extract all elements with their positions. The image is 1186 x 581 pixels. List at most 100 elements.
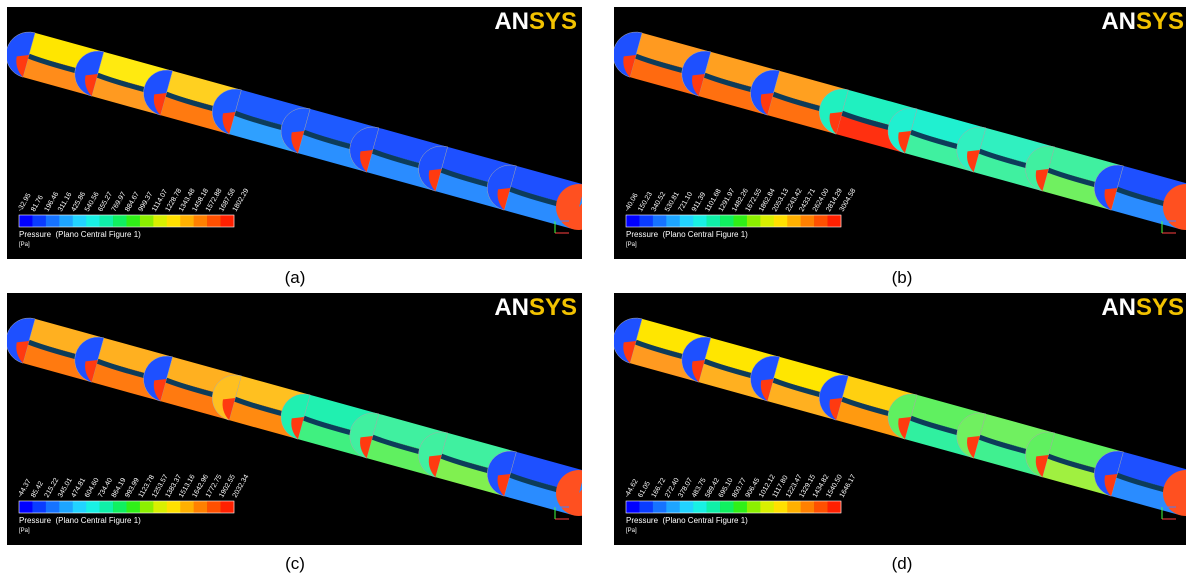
section-bottom: [898, 417, 911, 440]
section-top: [956, 412, 987, 459]
section-top: [418, 145, 448, 192]
legend-swatch: [706, 215, 721, 227]
legend-swatch: [59, 501, 74, 513]
legend-swatch: [746, 215, 761, 227]
section-top: [819, 88, 849, 135]
legend-unit: [Pa]: [626, 242, 637, 248]
legend-frame: [18, 500, 235, 514]
legend-swatch: [639, 501, 654, 513]
section-top: [487, 164, 517, 211]
panel: ANSYS -40.06 150.23 340.52 530.81 721.10 911.3…: [612, 7, 1186, 259]
legend-title: Pressure (Plano Central Figure 1): [626, 516, 748, 525]
section-top: [487, 450, 517, 497]
section-top: [1094, 450, 1124, 497]
section-top: [74, 336, 105, 383]
legend-swatch: [787, 501, 801, 513]
section-bottom: [692, 74, 705, 97]
legend-swatch: [814, 501, 828, 513]
section-bottom: [760, 93, 774, 116]
section-top: [143, 355, 173, 402]
legend-swatch: [773, 215, 788, 227]
legend-swatch: [720, 215, 734, 227]
section-top: [750, 69, 780, 116]
caption: (a): [284, 268, 306, 287]
legend-swatch: [760, 501, 775, 513]
legend-swatch: [652, 501, 667, 513]
legend-swatch: [733, 501, 748, 513]
legend-unit: [Pa]: [626, 528, 637, 534]
legend-swatch: [207, 215, 221, 227]
legend-swatch: [652, 215, 667, 227]
legend-swatch: [59, 215, 74, 227]
section-top: [143, 69, 173, 116]
caption: (b): [891, 268, 913, 287]
legend-label: 81.76: [30, 194, 45, 213]
legend-swatch: [139, 501, 154, 513]
legend-swatch: [773, 501, 788, 513]
section-top: [887, 107, 918, 154]
legend-swatch: [706, 501, 721, 513]
section-bottom: [760, 379, 774, 402]
section-top: [280, 393, 311, 440]
legend-swatch: [220, 501, 235, 513]
section-bottom: [360, 150, 373, 173]
legend-swatch: [679, 501, 694, 513]
legend-swatch: [126, 501, 141, 513]
section-top: [1025, 145, 1055, 192]
section-top: [887, 393, 918, 440]
legend-swatch: [787, 215, 801, 227]
legend-swatch: [45, 501, 60, 513]
legend-swatch: [207, 501, 221, 513]
legend-swatch: [800, 501, 815, 513]
legend-title: Pressure (Plano Central Figure 1): [19, 516, 141, 525]
panel: ANSYS -32.95 81.76 196.46 311.16 425.86 540.56…: [5, 7, 602, 259]
legend-swatch: [626, 215, 640, 227]
legend-swatch: [72, 215, 87, 227]
legend-frame: [625, 500, 842, 514]
section-top: [612, 317, 643, 364]
legend-title: Pressure (Plano Central Figure 1): [19, 230, 141, 239]
legend-swatch: [86, 215, 100, 227]
section-bottom: [623, 341, 636, 364]
render: ANSYS-44.3785.42215.22345.01474.81604.60…: [5, 294, 602, 534]
section-top: [1025, 431, 1055, 478]
legend-swatch: [800, 215, 815, 227]
section-bottom: [291, 417, 304, 440]
legend-swatch: [139, 215, 154, 227]
section-bottom: [153, 93, 167, 116]
legend-swatch: [193, 215, 208, 227]
legend-swatch: [193, 501, 208, 513]
legend-swatch: [666, 215, 681, 227]
section-top: [819, 374, 849, 421]
section-top: [956, 126, 987, 173]
logo: ANSYS: [494, 294, 577, 321]
legend-swatch: [693, 501, 707, 513]
section-bottom: [497, 188, 511, 211]
legend-swatch: [113, 501, 127, 513]
section-top: [1094, 164, 1124, 211]
section-bottom: [497, 474, 511, 497]
legend-swatch: [32, 501, 47, 513]
section-top: [418, 431, 448, 478]
section-bottom: [428, 169, 442, 192]
render: ANSYS-40.06150.23340.52530.81721.10911.3…: [612, 8, 1186, 248]
legend-swatch: [666, 501, 681, 513]
render: ANSYS-32.9581.76196.46311.16425.86540.56…: [5, 8, 602, 248]
caption: (d): [891, 554, 913, 573]
legend-swatch: [99, 215, 114, 227]
legend-swatch: [19, 501, 33, 513]
legend-swatch: [19, 215, 33, 227]
legend-unit: [Pa]: [19, 528, 30, 534]
section-bottom: [898, 131, 911, 154]
legend-label: 85.42: [30, 480, 45, 499]
legend-swatch: [113, 215, 127, 227]
section-top: [5, 317, 36, 364]
legend-swatch: [166, 215, 181, 227]
legend-swatch: [626, 501, 640, 513]
legend-swatch: [639, 215, 654, 227]
section-bottom: [967, 150, 980, 173]
section-bottom: [829, 398, 843, 421]
legend-swatch: [45, 215, 60, 227]
section-bottom: [85, 360, 98, 383]
section-bottom: [1035, 169, 1049, 192]
